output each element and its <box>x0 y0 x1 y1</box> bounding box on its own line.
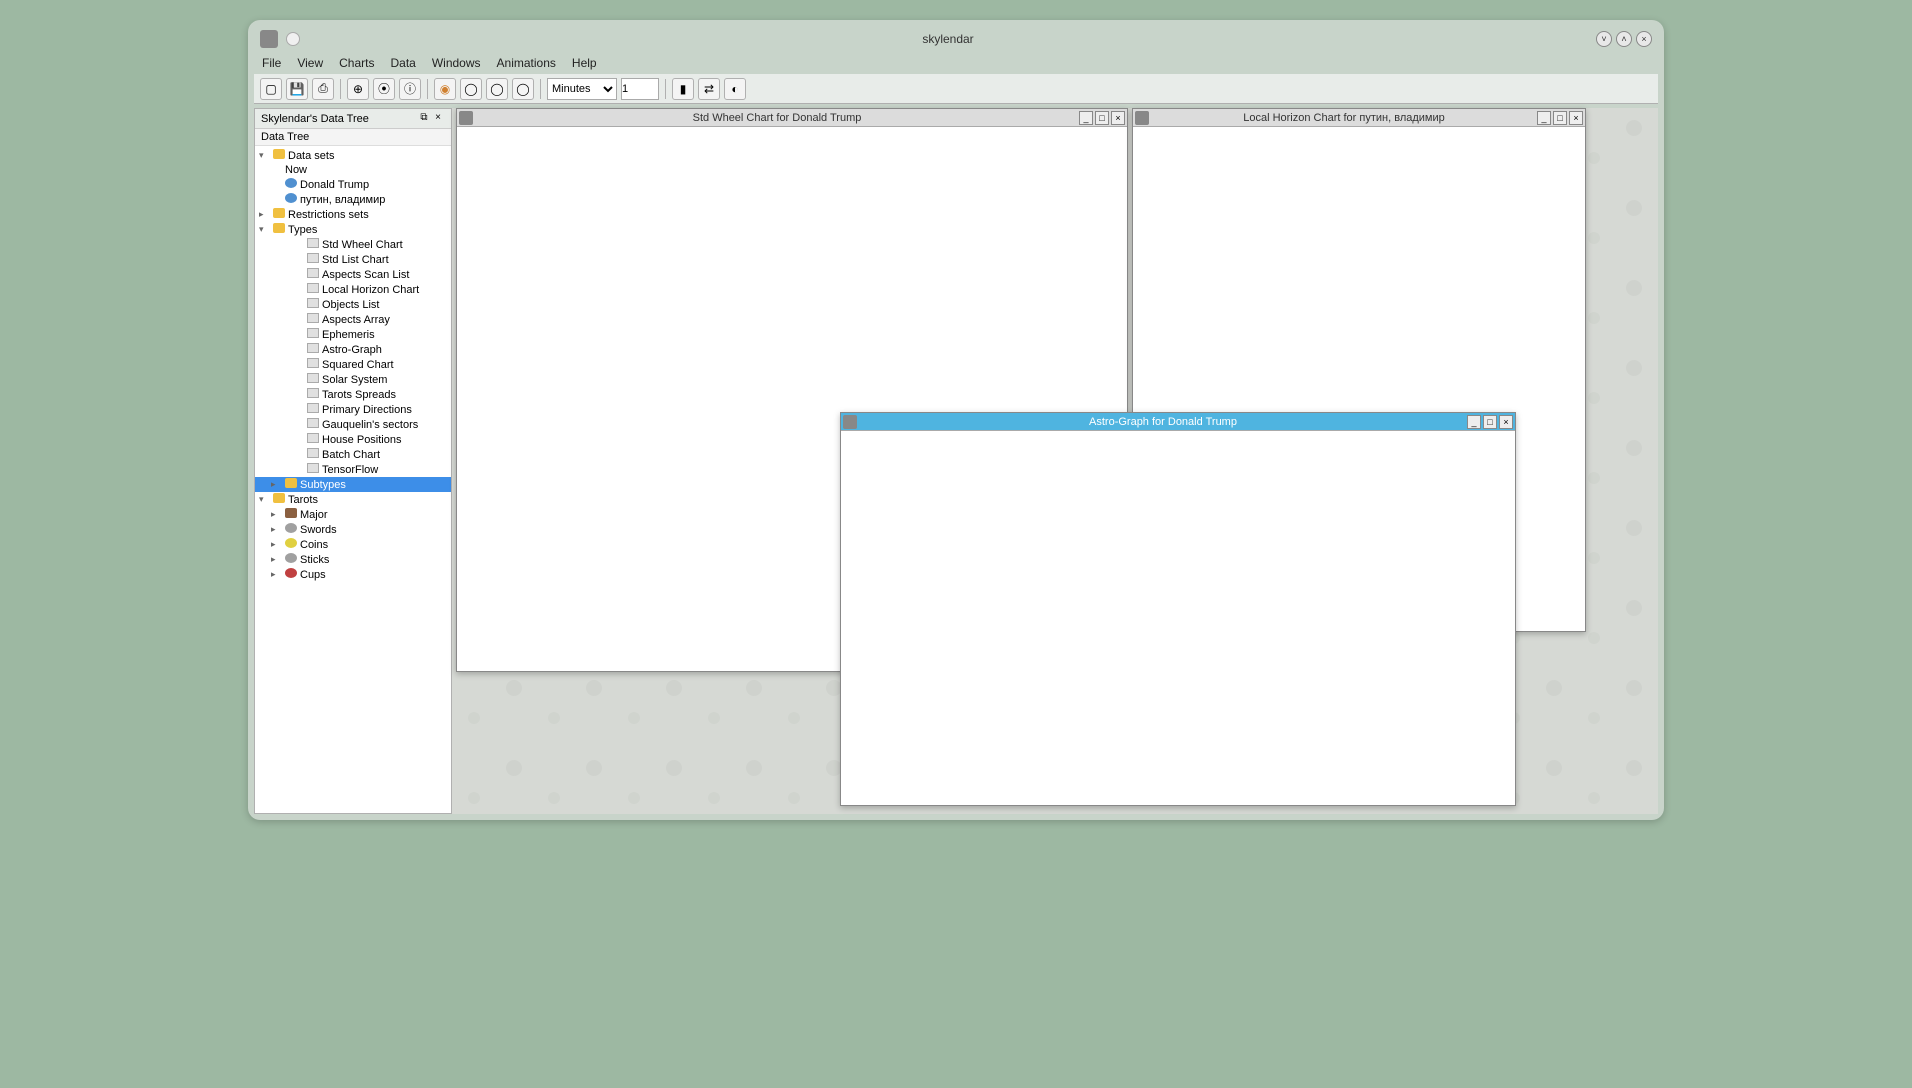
menu-data[interactable]: Data <box>390 56 415 70</box>
astrograph-titlebar[interactable]: Astro-Graph for Donald Trump _ □ × <box>841 413 1515 431</box>
tree-panel-title: Skylendar's Data Tree ⧉ × <box>255 109 451 129</box>
menubar: File View Charts Data Windows Animations… <box>254 52 1658 74</box>
tree-node[interactable]: Solar System <box>255 372 451 387</box>
astrograph-max-button[interactable]: □ <box>1483 415 1497 429</box>
wheel-min-button[interactable]: _ <box>1079 111 1093 125</box>
tool-btn-13[interactable]: ◐ <box>724 78 746 100</box>
horizon-icon <box>1135 111 1149 125</box>
horizon-titlebar[interactable]: Local Horizon Chart for путин, владимир … <box>1133 109 1585 127</box>
tree-node[interactable]: ▸Coins <box>255 537 451 552</box>
tree-node[interactable]: ▸Cups <box>255 567 451 582</box>
menu-file[interactable]: File <box>262 56 281 70</box>
main-window: skylendar ˅ ˄ × File View Charts Data Wi… <box>248 20 1664 820</box>
astrograph-min-button[interactable]: _ <box>1467 415 1481 429</box>
tree-node[interactable]: ▾Types <box>255 222 451 237</box>
horizon-min-button[interactable]: _ <box>1537 111 1551 125</box>
horizon-max-button[interactable]: □ <box>1553 111 1567 125</box>
time-unit-select[interactable]: Minutes <box>547 78 617 100</box>
tool-btn-7[interactable]: ◉ <box>434 78 456 100</box>
tree-node[interactable]: Squared Chart <box>255 357 451 372</box>
app-icon-secondary <box>286 32 300 46</box>
wheel-titlebar[interactable]: Std Wheel Chart for Donald Trump _ □ × <box>457 109 1127 127</box>
tree-node[interactable]: ▸Sticks <box>255 552 451 567</box>
menu-help[interactable]: Help <box>572 56 597 70</box>
menu-view[interactable]: View <box>297 56 323 70</box>
toolbar: ▢ 💾 ⎙ ⊕ ⦿ ⓘ ◉ ◯ ◯ ◯ Minutes ▮ ⇄ ◐ <box>254 74 1658 104</box>
tree-node[interactable]: ▾Tarots <box>255 492 451 507</box>
tree-node[interactable]: путин, владимир <box>255 192 451 207</box>
tree-node[interactable]: Aspects Scan List <box>255 267 451 282</box>
horizon-close-button[interactable]: × <box>1569 111 1583 125</box>
tree-node[interactable]: Donald Trump <box>255 177 451 192</box>
tree-detach-icon[interactable]: ⧉ <box>417 112 431 126</box>
menu-charts[interactable]: Charts <box>339 56 374 70</box>
tool-btn-9[interactable]: ◯ <box>486 78 508 100</box>
tree-node[interactable]: Aspects Array <box>255 312 451 327</box>
tree-node[interactable]: Objects List <box>255 297 451 312</box>
wheel-icon <box>459 111 473 125</box>
astrograph-icon <box>843 415 857 429</box>
data-tree-panel: Skylendar's Data Tree ⧉ × Data Tree ▾Dat… <box>254 108 452 814</box>
workspace: Skylendar's Data Tree ⧉ × Data Tree ▾Dat… <box>254 108 1658 814</box>
tool-btn-12[interactable]: ⇄ <box>698 78 720 100</box>
new-button[interactable]: ▢ <box>260 78 282 100</box>
save-button[interactable]: 💾 <box>286 78 308 100</box>
tree-body: ▾Data setsNowDonald Trumpпутин, владимир… <box>255 146 451 810</box>
tree-node[interactable]: Local Horizon Chart <box>255 282 451 297</box>
tree-node[interactable]: ▾Data sets <box>255 148 451 163</box>
tool-btn-11[interactable]: ▮ <box>672 78 694 100</box>
tool-btn-4[interactable]: ⊕ <box>347 78 369 100</box>
tree-node[interactable]: ▸Major <box>255 507 451 522</box>
astrograph-close-button[interactable]: × <box>1499 415 1513 429</box>
tree-node[interactable]: House Positions <box>255 432 451 447</box>
tree-node[interactable]: Astro-Graph <box>255 342 451 357</box>
tree-node[interactable]: ▸Subtypes <box>255 477 451 492</box>
tree-node[interactable]: Std Wheel Chart <box>255 237 451 252</box>
menu-animations[interactable]: Animations <box>497 56 556 70</box>
tool-btn-10[interactable]: ◯ <box>512 78 534 100</box>
print-button[interactable]: ⎙ <box>312 78 334 100</box>
titlebar: skylendar ˅ ˄ × <box>254 26 1658 52</box>
wheel-max-button[interactable]: □ <box>1095 111 1109 125</box>
wheel-close-button[interactable]: × <box>1111 111 1125 125</box>
tree-node[interactable]: Primary Directions <box>255 402 451 417</box>
astrograph-window: Astro-Graph for Donald Trump _ □ × <box>840 412 1516 806</box>
tree-node[interactable]: ▸Restrictions sets <box>255 207 451 222</box>
tree-close-icon[interactable]: × <box>431 112 445 126</box>
tree-node[interactable]: Tarots Spreads <box>255 387 451 402</box>
tree-node[interactable]: Batch Chart <box>255 447 451 462</box>
menu-windows[interactable]: Windows <box>432 56 481 70</box>
tree-node[interactable]: TensorFlow <box>255 462 451 477</box>
tree-node[interactable]: Ephemeris <box>255 327 451 342</box>
tool-btn-6[interactable]: ⓘ <box>399 78 421 100</box>
tree-root: Data Tree <box>255 129 451 146</box>
tree-node[interactable]: Std List Chart <box>255 252 451 267</box>
minimize-button[interactable]: ˅ <box>1596 31 1612 47</box>
close-button[interactable]: × <box>1636 31 1652 47</box>
window-title: skylendar <box>300 32 1596 46</box>
app-icon <box>260 30 278 48</box>
tree-node[interactable]: ▸Swords <box>255 522 451 537</box>
tree-node[interactable]: Now <box>255 163 451 177</box>
tool-btn-8[interactable]: ◯ <box>460 78 482 100</box>
maximize-button[interactable]: ˄ <box>1616 31 1632 47</box>
tree-node[interactable]: Gauquelin's sectors <box>255 417 451 432</box>
tool-btn-5[interactable]: ⦿ <box>373 78 395 100</box>
time-step-input[interactable] <box>621 78 659 100</box>
